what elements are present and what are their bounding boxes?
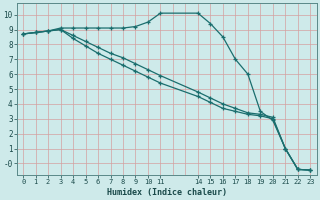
X-axis label: Humidex (Indice chaleur): Humidex (Indice chaleur) [107,188,227,197]
